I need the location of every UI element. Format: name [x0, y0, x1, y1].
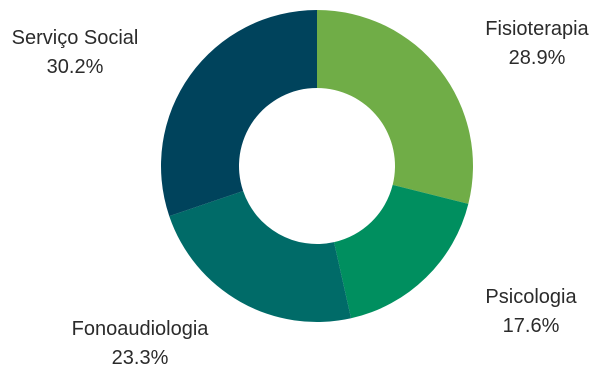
slice-label-value: 23.3%: [112, 347, 169, 367]
slice-label-value: 30.2%: [47, 56, 104, 78]
slice-label-name: Psicologia: [485, 286, 577, 308]
slice-psicologia: [334, 184, 469, 319]
slice-servi-o-social: [161, 10, 317, 217]
slice-fisioterapia: [317, 10, 474, 204]
slice-label-value: 28.9%: [509, 47, 566, 69]
slice-fonoaudiologia: [169, 191, 352, 322]
slice-label-name: Fonoaudiologia: [72, 318, 210, 340]
slice-labels: Fisioterapia 28.9% Psicologia 17.6% Fonoaudi…: [12, 18, 590, 367]
donut-slices: [161, 10, 474, 322]
slice-label-name: Fisioterapia: [485, 18, 589, 40]
slice-label-value: 17.6%: [503, 315, 560, 337]
slice-label-name: Serviço Social: [12, 27, 139, 49]
